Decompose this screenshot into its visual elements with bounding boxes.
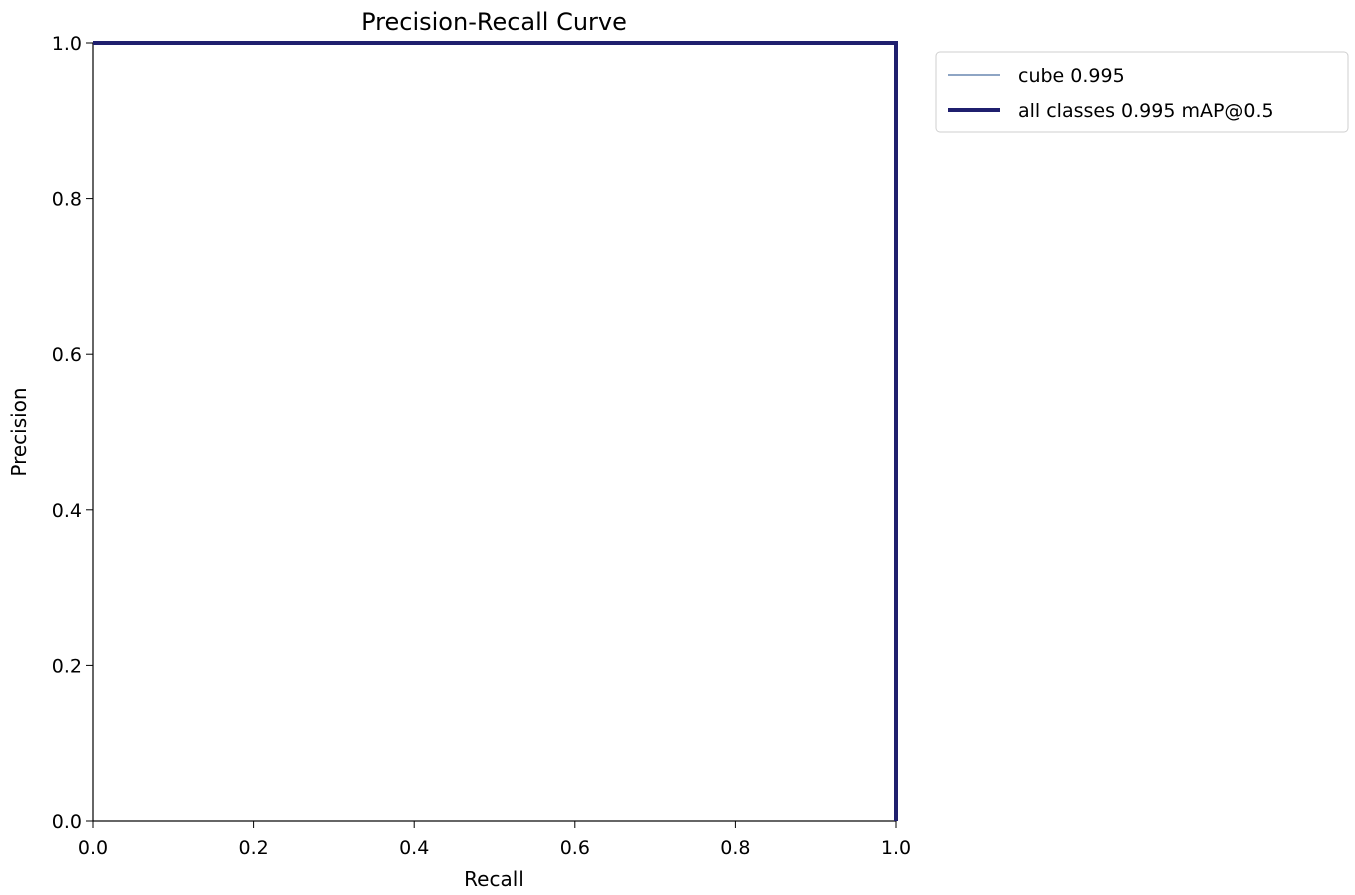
legend-frame: [935, 51, 1349, 133]
x-axis-ticks: 0.0 0.2 0.4 0.6 0.8 1.0: [78, 821, 911, 859]
legend: cube 0.995 all classes 0.995 mAP@0.5: [935, 51, 1349, 133]
series-layer: [93, 41, 898, 821]
x-tick-label: 0.6: [560, 837, 590, 859]
y-tick-label: 0.2: [52, 655, 82, 677]
legend-label-cube: cube 0.995: [1018, 65, 1125, 87]
plot-area-frame: [92, 42, 897, 822]
chart-title: Precision-Recall Curve: [361, 8, 627, 36]
y-tick-label: 0.8: [52, 189, 82, 211]
x-tick-label: 0.4: [399, 837, 429, 859]
y-tick-label: 0.4: [52, 500, 82, 522]
legend-label-all-classes: all classes 0.995 mAP@0.5: [1018, 100, 1274, 122]
x-tick-label: 0.0: [78, 837, 108, 859]
series-line-all-classes: [93, 41, 898, 821]
y-tick-label: 1.0: [52, 33, 82, 55]
x-tick-label: 1.0: [881, 837, 911, 859]
x-tick-label: 0.8: [720, 837, 750, 859]
x-axis-label: Recall: [464, 867, 524, 891]
y-axis-ticks: 0.0 0.2 0.4 0.6 0.8 1.0: [52, 33, 93, 833]
y-tick-label: 0.0: [52, 811, 82, 833]
y-tick-label: 0.6: [52, 344, 82, 366]
y-axis-label: Precision: [7, 387, 31, 476]
x-tick-label: 0.2: [238, 837, 268, 859]
